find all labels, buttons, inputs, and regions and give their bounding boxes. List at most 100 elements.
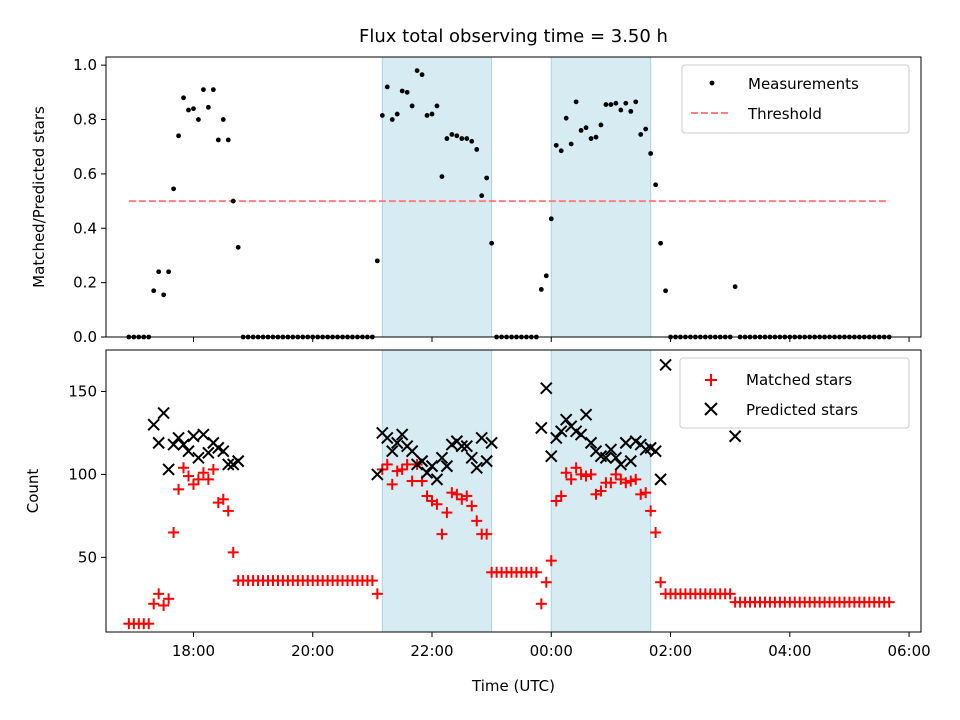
top-shaded-interval-1 [381,56,493,338]
matched-star-point [202,473,214,485]
measurement-point [553,142,559,148]
matched-star-point [630,473,642,485]
bottom-shaded-intervals [381,349,652,633]
predicted-star-point [430,473,444,486]
matched-star-point [421,490,433,502]
matched-star-point [550,495,562,507]
matched-star-point [371,588,383,600]
matched-star-point [182,470,194,482]
measurement-point [543,273,549,279]
predicted-star-point [579,408,593,421]
matched-star-point [555,490,567,502]
x-tick-label: 04:00 [768,642,811,660]
matched-star-point [381,458,393,470]
measurement-point [603,102,609,107]
matched-star-point [640,487,652,499]
predicted-star-point [535,421,548,435]
measurement-point [643,126,649,132]
predicted-star-point [381,431,394,445]
bottom-shaded-interval-1 [381,349,493,633]
matched-star-point [227,546,239,558]
predicted-star-point [654,473,667,486]
legend-measurements-marker [709,80,715,86]
predicted-star-point [147,418,160,431]
matched-star-point [178,462,190,474]
measurement-point [484,175,490,181]
measurement-point [225,137,231,143]
top-legend-frame [681,64,910,134]
legend-predicted-label: Predicted stars [746,401,858,419]
top-y-tick-label: 0.4 [73,219,97,237]
predicted-star-point [545,449,558,463]
legend-matched-marker [705,374,717,386]
matched-star-point [610,468,622,480]
measurement-point [394,111,400,117]
measurement-point [171,186,176,192]
matched-star-point [570,462,582,474]
predicted-star-point [172,431,185,445]
measurement-point [235,244,241,250]
measurement-point [732,284,738,290]
measurement-point [628,108,634,114]
measurement-point [419,72,425,78]
matched-star-point [540,576,552,588]
matched-star-point [545,555,557,567]
top-y-tick-label: 0.6 [73,165,97,183]
bottom-y-tick-label: 100 [68,465,97,483]
predicted-star-point [386,444,399,458]
predicted-star-point [182,444,195,458]
predicted-star-point [574,428,588,441]
x-tick-label: 20:00 [291,642,334,660]
matched-star-point [655,576,667,588]
measurement-point [454,133,460,139]
predicted-star-point [728,430,742,443]
matched-star-point [158,599,170,611]
predicted-star-point [425,459,439,473]
top-panel: 0.0 0.2 0.4 0.6 0.8 1.0 Matched/Predicted sta… [30,56,922,346]
measurement-point [166,269,172,275]
measurement-point [205,104,211,110]
measurement-point [161,292,167,298]
matched-star-point [153,588,165,600]
matched-star-point [148,598,160,610]
matched-star-point [366,575,378,587]
matched-star-point [530,566,542,578]
bottom-y-ticks: 50 100 150 [68,382,106,566]
measurement-point [449,132,455,137]
top-y-tick-label: 0.2 [73,274,97,292]
x-tick-label: 02:00 [649,642,692,660]
predicted-star-point [202,446,215,460]
measurement-point [404,89,410,95]
predicted-star-point [659,358,672,372]
legend-matched-label: Matched stars [746,371,852,389]
matched-star-point [396,463,408,475]
matched-star-point [207,463,219,475]
x-tick-label: 06:00 [887,642,930,660]
predicted-star-point [187,430,200,443]
predicted-star-point [619,436,633,450]
measurement-point [215,137,221,143]
predicted-star-point [391,436,404,450]
measurement-point [464,136,470,141]
measurement-point [474,147,480,152]
measurement-point [399,88,405,94]
predicted-star-point [167,438,180,451]
measurement-point [648,151,654,156]
matched-star-point [451,488,463,500]
matched-star-point [595,485,607,497]
measurement-point [439,174,445,180]
matched-star-point [173,483,185,495]
predicted-star-point [475,431,488,445]
matched-star-point [406,475,418,487]
bottom-panel: 50 100 150 18:00 20:00 22:00 00:00 02:00 04:00 0… [24,349,931,695]
measurement-point [653,182,659,188]
matched-star-point [466,500,478,512]
measurement-point [389,117,395,122]
predicted-star-point [435,451,449,465]
measurement-point [548,216,554,222]
predicted-star-point [420,466,434,479]
measurement-point [201,87,206,93]
measurement-point [573,99,579,105]
matched-star-point [650,526,662,538]
matched-star-point [575,468,587,480]
